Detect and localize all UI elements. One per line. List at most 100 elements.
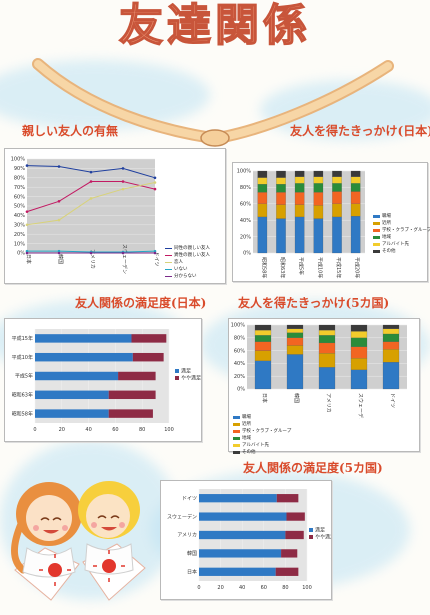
data-point bbox=[25, 210, 29, 213]
stacked-bar-segment bbox=[313, 170, 324, 177]
stacked-bar-segment bbox=[257, 170, 268, 178]
data-point bbox=[57, 251, 61, 255]
x-tick-label: ドイツ bbox=[389, 393, 395, 408]
stacked-bar-segment bbox=[318, 335, 336, 344]
x-tick-label: 100 bbox=[302, 585, 312, 591]
data-point bbox=[25, 251, 29, 255]
stacked-bar-segment bbox=[318, 342, 336, 354]
data-point bbox=[121, 180, 125, 183]
poster-title: 友達関係 bbox=[118, 0, 311, 52]
y-tick-label: 平成15年 bbox=[12, 335, 33, 342]
bar bbox=[35, 409, 109, 418]
section-heading: 親しい友人の有無 bbox=[22, 124, 119, 138]
y-tick-label: 80% bbox=[14, 176, 25, 182]
stacked-bar-segment bbox=[382, 324, 400, 329]
legend-label: 満足 bbox=[181, 368, 191, 375]
stacked-bar-segment bbox=[286, 345, 304, 355]
x-tick-label: 平成5年 bbox=[298, 257, 305, 275]
x-tick-label: 60 bbox=[261, 585, 267, 591]
stacked-bar-segment bbox=[294, 183, 305, 193]
y-tick-label: 100% bbox=[231, 323, 246, 329]
stacked-chart-panel: 0% 20% 40% 60% 80% 100% 日本 韓国 アメリカ スウェーデン ドイツ 職場 近所… bbox=[228, 318, 420, 455]
y-tick-label: 80% bbox=[240, 185, 251, 191]
legend-swatch bbox=[373, 243, 380, 246]
legend-label: 職場 bbox=[242, 415, 251, 420]
bar bbox=[108, 390, 156, 400]
legend-swatch bbox=[373, 236, 380, 239]
data-point bbox=[25, 249, 29, 253]
bar-chart-panel: 0 20 40 60 80 100 平成15年 平成10年 平成5年 昭和63年 昭和58年 満足 やや… bbox=[4, 318, 202, 442]
legend-item: アルバイト先 bbox=[373, 241, 430, 248]
legend-swatch bbox=[373, 222, 380, 225]
legend-swatch bbox=[233, 430, 240, 433]
x-tick-label: 日本 bbox=[261, 393, 268, 403]
stacked-bar-segment bbox=[254, 324, 272, 331]
y-tick-label: 60% bbox=[14, 194, 25, 200]
stacked-bar-segment bbox=[313, 192, 324, 206]
stacked-bar-segment bbox=[350, 369, 368, 390]
legend-item: 近所 bbox=[373, 220, 430, 227]
x-tick-label: 昭和63年 bbox=[279, 257, 286, 278]
legend-swatch bbox=[165, 269, 172, 270]
legend-label: アルバイト先 bbox=[382, 242, 409, 247]
legend-item: 分からない bbox=[165, 273, 210, 280]
legend-label: 地域 bbox=[242, 436, 251, 441]
stacked-bar-segment bbox=[382, 328, 400, 335]
stacked-bar-segment bbox=[332, 216, 342, 254]
legend-swatch bbox=[309, 528, 313, 532]
y-tick-label: 100% bbox=[237, 169, 252, 175]
data-point bbox=[153, 187, 157, 191]
y-tick-label: 30% bbox=[14, 223, 25, 229]
stacked-bar-segment bbox=[318, 330, 336, 336]
bar bbox=[35, 390, 109, 400]
x-tick-label: 80 bbox=[139, 427, 145, 433]
stacked-bar-segment bbox=[294, 204, 305, 218]
legend-label: 近所 bbox=[242, 422, 251, 427]
stacked-bar-segment bbox=[313, 176, 324, 184]
stacked-bar-segment bbox=[294, 170, 305, 177]
x-tick-label: 0 bbox=[33, 427, 36, 433]
legend-swatch bbox=[233, 423, 240, 426]
x-tick-label: 20 bbox=[217, 585, 223, 591]
stacked-bar-segment bbox=[350, 324, 368, 332]
legend-swatch bbox=[373, 250, 380, 253]
stacked-bar-segment bbox=[276, 192, 286, 205]
x-tick-label: 平成15年 bbox=[335, 257, 342, 278]
legend-label: 近所 bbox=[382, 221, 391, 226]
stacked-bar-segment bbox=[318, 324, 336, 331]
bar bbox=[35, 371, 119, 381]
stacked-bar-segment bbox=[332, 170, 342, 177]
stacked-bar-segment bbox=[350, 170, 361, 177]
x-tick-label: 100 bbox=[164, 427, 174, 433]
stacked-bar-segment bbox=[350, 331, 368, 338]
legend-label: 地域 bbox=[382, 235, 391, 240]
legend-label: その他 bbox=[242, 450, 256, 455]
legend-swatch bbox=[165, 255, 172, 256]
y-tick-label: アメリカ bbox=[177, 533, 197, 539]
data-point bbox=[57, 200, 61, 203]
legend-label: 恋人 bbox=[174, 260, 183, 265]
data-point bbox=[89, 251, 93, 255]
stacked-bar-segment bbox=[294, 216, 305, 254]
x-tick-label: 韓国 bbox=[57, 254, 64, 264]
legend-label: アルバイト先 bbox=[242, 443, 269, 448]
data-point bbox=[121, 251, 125, 255]
y-tick-label: 50% bbox=[14, 204, 25, 210]
bar bbox=[108, 409, 153, 418]
section-heading: 友人関係の満足度(日本) bbox=[75, 296, 207, 310]
stacked-bar-segment bbox=[350, 191, 361, 204]
bar bbox=[199, 494, 277, 503]
legend-label: その他 bbox=[382, 249, 396, 254]
y-tick-label: 40% bbox=[14, 213, 25, 219]
bar bbox=[199, 549, 282, 558]
stacked-bar-segment bbox=[286, 328, 304, 333]
data-point bbox=[57, 218, 61, 222]
stacked-bar-segment bbox=[254, 335, 272, 342]
y-tick-label: 0% bbox=[243, 251, 251, 257]
stacked-bar-segment bbox=[382, 362, 400, 390]
stacked-bar-segment bbox=[350, 337, 368, 347]
legend-label: 異性の親しい友人 bbox=[174, 253, 210, 258]
x-tick-label: 日本 bbox=[25, 254, 32, 264]
stacked-bar-segment bbox=[276, 184, 286, 193]
